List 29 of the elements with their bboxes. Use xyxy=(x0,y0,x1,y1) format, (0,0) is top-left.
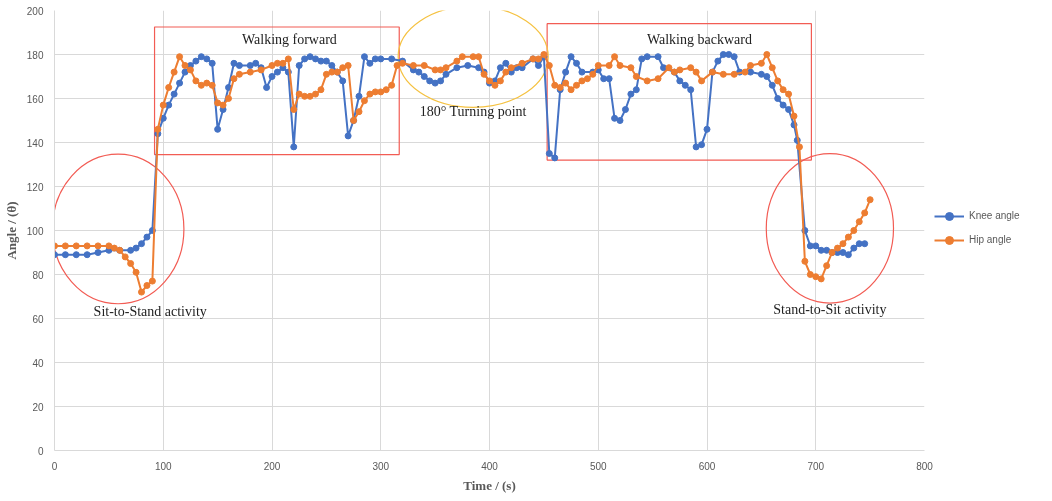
y-tick-label: 80 xyxy=(32,269,44,281)
annotation: Walking forward xyxy=(241,31,337,47)
y-tick-label: 180 xyxy=(26,49,44,61)
y-tick-label: 140 xyxy=(26,137,44,149)
y-axis-title: Angle / (θ) xyxy=(3,201,19,260)
legend-label: Hip angle xyxy=(969,234,1012,245)
x-tick-label: 500 xyxy=(589,460,608,472)
y-tick-label: 120 xyxy=(26,181,44,193)
x-tick-label: 800 xyxy=(916,460,934,472)
annotation: Walking backward xyxy=(646,31,752,47)
y-tick-label: 40 xyxy=(32,357,44,369)
y-tick-label: 160 xyxy=(26,93,44,105)
y-tick-label: 200 xyxy=(26,5,44,17)
y-tick-label: 20 xyxy=(32,401,44,413)
x-tick-label: 600 xyxy=(698,460,716,472)
annotation: 180° Turning point xyxy=(419,104,527,120)
y-tick-label: 100 xyxy=(26,225,44,237)
y-tick-label: 0 xyxy=(37,445,44,457)
x-tick-label: 700 xyxy=(807,460,825,472)
y-tick-label: 60 xyxy=(32,313,44,325)
annotation: Sit-to-Stand activity xyxy=(93,304,207,320)
x-tick-label: 300 xyxy=(372,460,390,472)
x-tick-label: 100 xyxy=(154,460,173,472)
x-tick-label: 200 xyxy=(263,460,281,472)
x-axis-title: Time / (s) xyxy=(463,477,516,493)
x-tick-label: 400 xyxy=(481,460,499,472)
annotation: Stand-to-Sit activity xyxy=(773,302,887,318)
legend-label: Knee angle xyxy=(969,210,1020,221)
x-tick-label: 0 xyxy=(51,460,58,472)
